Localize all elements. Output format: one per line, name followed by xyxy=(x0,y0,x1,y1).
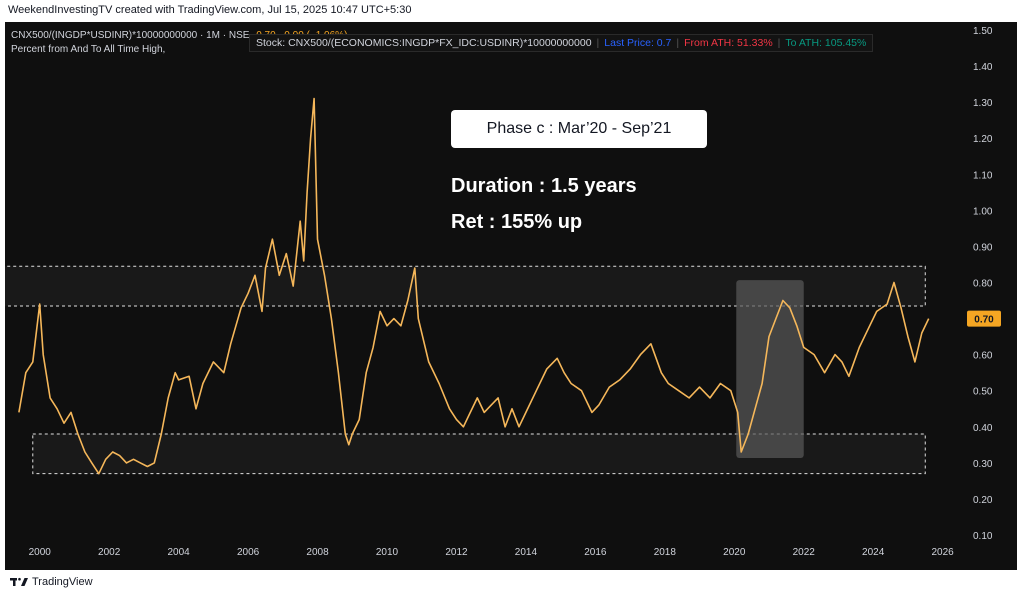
y-tick-label: 0.60 xyxy=(973,351,993,362)
y-tick-label: 1.00 xyxy=(973,206,993,217)
to-ath-value: 105.45% xyxy=(824,37,867,49)
last-price-badge-label: 0.70 xyxy=(974,315,994,326)
x-tick-label: 2018 xyxy=(654,547,677,558)
chart-canvas[interactable]: 0.10 0.20 0.30 0.40 0.50 0.60 0.70 0.80 0.90 1.00… xyxy=(5,22,1017,570)
symbol-text: CNX500/(INGDP*USDINR)*10000000000 · 1M ·… xyxy=(11,30,250,41)
footer-brand-text: TradingView xyxy=(32,576,93,588)
y-tick-label: 1.40 xyxy=(973,62,993,73)
x-tick-label: 2000 xyxy=(29,547,52,558)
y-tick-label: 0.20 xyxy=(973,495,993,506)
last-price-badge xyxy=(967,310,1001,327)
y-tick-label: 1.10 xyxy=(973,170,993,181)
to-ath-label: To ATH: xyxy=(785,37,822,49)
stock-label: Stock: CNX500/(ECONOMICS:INGDP*FX_IDC:US… xyxy=(256,37,592,49)
x-tick-label: 2022 xyxy=(793,547,816,558)
return-annotation: Ret : 155% up xyxy=(451,211,583,233)
from-ath-value: 51.33% xyxy=(737,37,773,49)
tradingview-logo-icon xyxy=(10,577,28,586)
x-tick-label: 2026 xyxy=(932,547,955,558)
indicator-subtitle: Percent from And To All Time High, xyxy=(11,44,166,55)
y-tick-label: 0.10 xyxy=(973,531,993,542)
x-tick-label: 2012 xyxy=(445,547,468,558)
x-tick-label: 2008 xyxy=(306,547,329,558)
y-tick-label: 1.20 xyxy=(973,134,993,145)
chart-panel[interactable]: 0.10 0.20 0.30 0.40 0.50 0.60 0.70 0.80 0.90 1.00… xyxy=(5,22,1017,570)
series-line xyxy=(18,97,930,475)
x-tick-label: 2002 xyxy=(98,547,121,558)
y-tick-label: 0.40 xyxy=(973,423,993,434)
footer-brand[interactable]: TradingView xyxy=(10,576,93,588)
y-tick-label: 0.90 xyxy=(973,242,993,253)
y-tick-label: 0.30 xyxy=(973,459,993,470)
last-price-label: Last Price: 0.7 xyxy=(604,37,672,49)
phase-annotation: Phase c : Mar’20 - Sep’21 xyxy=(451,110,707,148)
stock-info-box: Stock: CNX500/(ECONOMICS:INGDP*FX_IDC:US… xyxy=(249,34,874,52)
x-tick-label: 2024 xyxy=(862,547,885,558)
credit-line: WeekendInvestingTV created with TradingV… xyxy=(8,4,412,16)
phase-highlight-rect xyxy=(736,280,804,459)
x-tick-label: 2014 xyxy=(515,547,538,558)
x-tick-label: 2010 xyxy=(376,547,399,558)
y-tick-label: 1.30 xyxy=(973,98,993,109)
x-tick-label: 2020 xyxy=(723,547,746,558)
y-tick-label: 0.50 xyxy=(973,387,993,398)
x-tick-label: 2006 xyxy=(237,547,260,558)
from-ath-label: From ATH: xyxy=(684,37,735,49)
y-tick-label: 1.50 xyxy=(973,26,993,37)
duration-annotation: Duration : 1.5 years xyxy=(451,175,637,197)
x-tick-label: 2004 xyxy=(168,547,191,558)
x-tick-label: 2016 xyxy=(584,547,607,558)
y-tick-label: 0.80 xyxy=(973,279,993,290)
